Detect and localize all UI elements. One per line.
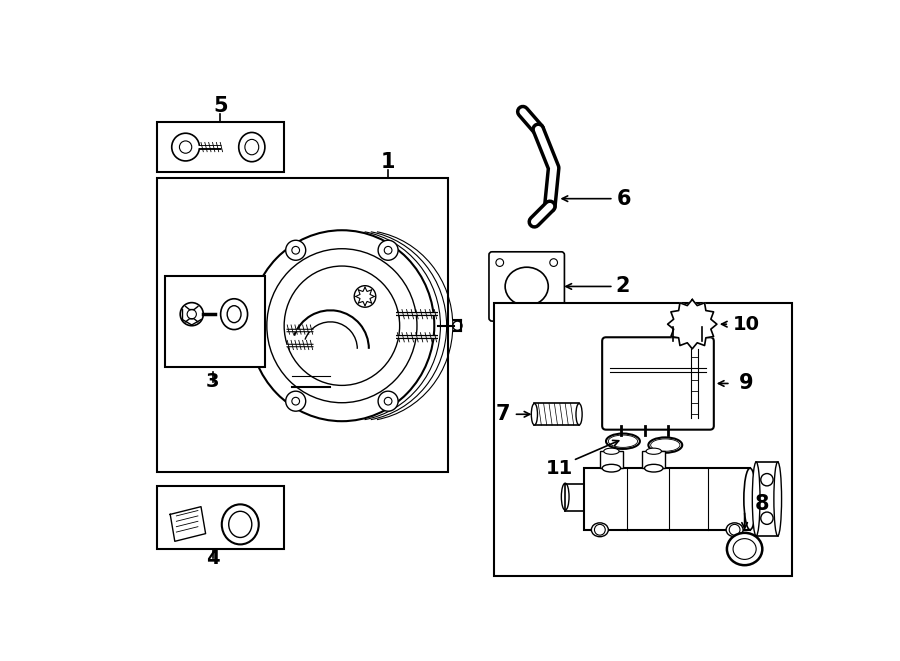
Ellipse shape [284, 266, 400, 385]
Ellipse shape [531, 216, 537, 227]
Ellipse shape [774, 462, 781, 536]
Circle shape [679, 310, 706, 338]
Bar [158, 122, 284, 172]
Ellipse shape [221, 504, 258, 545]
Ellipse shape [227, 305, 241, 323]
Ellipse shape [727, 533, 762, 565]
Ellipse shape [673, 323, 702, 332]
Circle shape [384, 247, 392, 254]
Ellipse shape [229, 512, 252, 537]
Ellipse shape [646, 448, 662, 454]
Text: 8: 8 [754, 494, 769, 514]
Ellipse shape [612, 437, 634, 446]
Ellipse shape [266, 249, 417, 403]
FancyBboxPatch shape [602, 337, 714, 430]
Circle shape [285, 240, 306, 260]
Circle shape [285, 391, 306, 411]
Ellipse shape [651, 439, 680, 451]
Text: 4: 4 [206, 549, 220, 568]
Circle shape [760, 512, 773, 524]
Bar [756, 462, 778, 536]
Bar [535, 403, 579, 425]
Circle shape [550, 307, 557, 314]
Circle shape [292, 247, 300, 254]
Ellipse shape [648, 438, 682, 453]
Ellipse shape [734, 539, 756, 559]
Circle shape [496, 258, 504, 266]
Ellipse shape [591, 523, 608, 537]
Circle shape [550, 258, 557, 266]
Ellipse shape [505, 267, 548, 305]
Ellipse shape [743, 468, 756, 529]
Circle shape [355, 286, 376, 307]
Ellipse shape [245, 139, 258, 155]
Circle shape [496, 307, 504, 314]
Polygon shape [668, 299, 717, 349]
Text: 1: 1 [381, 153, 395, 173]
Ellipse shape [654, 440, 676, 449]
Circle shape [378, 240, 398, 260]
Ellipse shape [604, 448, 619, 454]
Ellipse shape [519, 106, 526, 117]
Bar [643, 451, 665, 468]
Circle shape [172, 134, 200, 161]
Text: 11: 11 [546, 459, 573, 478]
Ellipse shape [606, 434, 640, 449]
Bar [584, 468, 750, 529]
Ellipse shape [752, 462, 760, 536]
Text: 2: 2 [616, 276, 630, 296]
Circle shape [180, 303, 203, 326]
Circle shape [384, 397, 392, 405]
Bar [158, 178, 448, 472]
Text: 5: 5 [213, 97, 228, 116]
Circle shape [378, 391, 398, 411]
Bar [165, 276, 265, 367]
Ellipse shape [238, 132, 265, 162]
Text: 9: 9 [739, 373, 753, 393]
Ellipse shape [576, 403, 582, 425]
Text: 6: 6 [617, 188, 632, 209]
Bar [599, 451, 623, 468]
Ellipse shape [602, 464, 621, 472]
Ellipse shape [644, 464, 663, 472]
Bar [493, 303, 792, 576]
Ellipse shape [220, 299, 248, 330]
Circle shape [760, 473, 773, 486]
Circle shape [453, 321, 462, 330]
Bar [673, 327, 702, 331]
Ellipse shape [531, 403, 537, 425]
Bar [158, 486, 284, 549]
FancyBboxPatch shape [489, 252, 564, 321]
Circle shape [595, 524, 605, 535]
Text: 7: 7 [496, 405, 510, 424]
Circle shape [179, 141, 192, 153]
Ellipse shape [249, 230, 435, 421]
Ellipse shape [726, 523, 743, 537]
Ellipse shape [562, 483, 569, 510]
Circle shape [292, 397, 300, 405]
Circle shape [686, 318, 698, 330]
Ellipse shape [608, 435, 637, 447]
Text: 10: 10 [733, 315, 760, 334]
Text: 3: 3 [206, 372, 220, 391]
Circle shape [187, 309, 196, 319]
Circle shape [729, 524, 740, 535]
